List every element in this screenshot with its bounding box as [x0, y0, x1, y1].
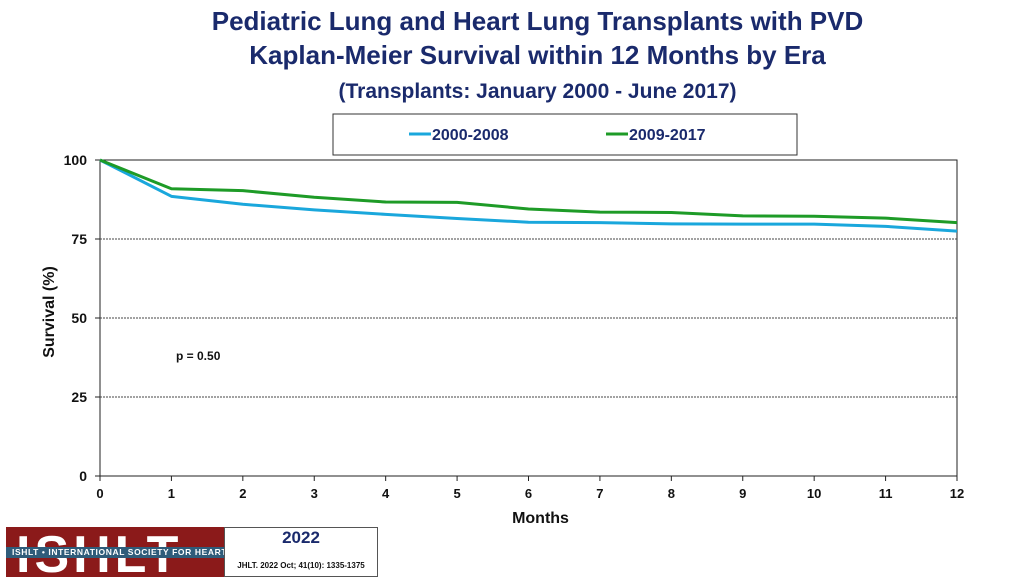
series-line-2009-2017 — [99, 158, 958, 225]
x-tick-label: 9 — [739, 486, 746, 501]
y-tick-label: 50 — [71, 310, 87, 326]
society-band-text: ISHLT • INTERNATIONAL SOCIETY FOR HEART … — [12, 547, 375, 557]
y-axis-label: Survival (%) — [41, 266, 58, 358]
chart-title-line1: Pediatric Lung and Heart Lung Transplant… — [211, 6, 864, 36]
y-tick-label: 100 — [64, 152, 88, 168]
chart-subtitle: (Transplants: January 2000 - June 2017) — [338, 80, 737, 103]
x-tick-label: 12 — [950, 486, 964, 501]
x-tick-label: 11 — [879, 486, 893, 501]
legend-label-2009-2017: 2009-2017 — [629, 127, 706, 144]
society-band: ISHLT • INTERNATIONAL SOCIETY FOR HEART … — [6, 547, 378, 558]
x-tick-label: 1 — [168, 486, 175, 501]
x-tick-label: 8 — [668, 486, 675, 501]
series-line-2000-2008 — [99, 158, 958, 233]
x-tick-label: 2 — [239, 486, 246, 501]
legend-box — [332, 113, 798, 156]
chart-title-line2: Kaplan-Meier Survival within 12 Months b… — [249, 40, 826, 70]
x-tick-label: 7 — [596, 486, 603, 501]
x-tick-label: 3 — [311, 486, 318, 501]
x-tick-label: 5 — [453, 486, 460, 501]
x-tick-label: 4 — [382, 486, 390, 501]
report-year: 2022 — [282, 528, 320, 547]
legend-label-2000-2008: 2000-2008 — [432, 127, 509, 144]
journal-citation: JHLT. 2022 Oct; 41(10): 1335-1375 — [237, 561, 365, 570]
x-tick-label: 0 — [96, 486, 103, 501]
x-tick-label: 10 — [807, 486, 821, 501]
citation-box: 2022 JHLT. 2022 Oct; 41(10): 1335-1375 — [224, 527, 378, 577]
y-tick-label: 75 — [71, 231, 87, 247]
x-tick-label: 6 — [525, 486, 532, 501]
p-value-annotation: p = 0.50 — [176, 349, 221, 363]
ishlt-logo-block: ISHLT ISHLT • INTERNATIONAL SOCIETY FOR … — [6, 527, 378, 577]
y-tick-label: 0 — [79, 468, 87, 484]
x-axis-label: Months — [512, 510, 569, 527]
y-tick-label: 25 — [71, 389, 87, 405]
plot-frame — [99, 159, 958, 477]
